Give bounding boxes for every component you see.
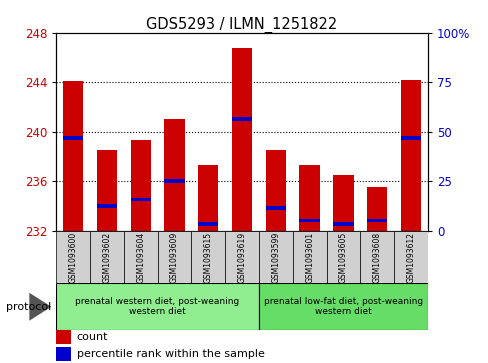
Title: GDS5293 / ILMN_1251822: GDS5293 / ILMN_1251822 — [146, 16, 337, 33]
Bar — [56, 330, 71, 344]
Text: GSM1093608: GSM1093608 — [372, 232, 381, 283]
Bar — [299, 165, 319, 231]
Bar — [333, 223, 353, 226]
Bar — [56, 283, 259, 330]
Bar — [292, 231, 326, 283]
Bar — [400, 136, 420, 140]
Bar — [198, 165, 218, 231]
Text: prenatal low-fat diet, post-weaning
western diet: prenatal low-fat diet, post-weaning west… — [264, 297, 422, 317]
Bar — [198, 223, 218, 226]
Text: GSM1093605: GSM1093605 — [338, 232, 347, 284]
Bar — [63, 136, 83, 140]
Bar — [97, 204, 117, 208]
Bar — [123, 231, 157, 283]
Text: GSM1093609: GSM1093609 — [170, 232, 179, 284]
Bar — [164, 179, 184, 183]
Text: GSM1093615: GSM1093615 — [203, 232, 212, 283]
Bar — [231, 48, 252, 231]
Bar — [333, 175, 353, 231]
Bar — [56, 347, 71, 361]
Bar — [191, 231, 224, 283]
Bar — [224, 231, 259, 283]
Bar — [360, 231, 393, 283]
Text: GSM1093601: GSM1093601 — [305, 232, 313, 283]
Text: prenatal western diet, post-weaning
western diet: prenatal western diet, post-weaning west… — [75, 297, 239, 317]
Bar — [130, 198, 150, 201]
Bar — [366, 219, 386, 223]
Bar — [63, 81, 83, 231]
Bar — [299, 219, 319, 223]
Bar — [157, 231, 191, 283]
Polygon shape — [29, 293, 51, 321]
Text: count: count — [77, 333, 108, 342]
Text: GSM1093600: GSM1093600 — [68, 232, 78, 284]
Text: GSM1093612: GSM1093612 — [406, 232, 415, 283]
Bar — [366, 187, 386, 231]
Text: GSM1093604: GSM1093604 — [136, 232, 145, 284]
Bar — [231, 117, 252, 121]
Bar — [97, 150, 117, 231]
Bar — [265, 207, 285, 210]
Bar — [130, 140, 150, 231]
Bar — [56, 231, 90, 283]
Bar — [265, 150, 285, 231]
Bar — [259, 231, 292, 283]
Bar — [326, 231, 360, 283]
Bar — [90, 231, 123, 283]
Bar — [400, 79, 420, 231]
Bar — [393, 231, 427, 283]
Bar — [164, 119, 184, 231]
Text: GSM1093602: GSM1093602 — [102, 232, 111, 283]
Text: GSM1093619: GSM1093619 — [237, 232, 246, 283]
Text: percentile rank within the sample: percentile rank within the sample — [77, 350, 264, 359]
Bar — [259, 283, 427, 330]
Text: GSM1093599: GSM1093599 — [271, 232, 280, 284]
Text: protocol: protocol — [6, 302, 51, 312]
